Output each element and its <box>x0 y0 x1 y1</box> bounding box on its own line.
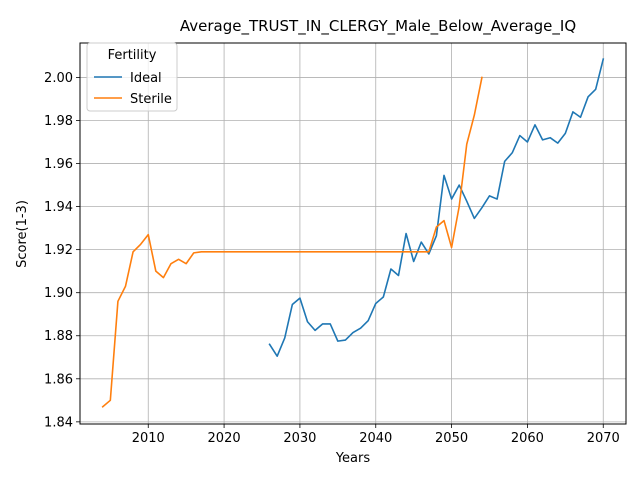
series-line-sterile <box>101 76 483 408</box>
x-tick-label: 2040 <box>359 431 392 446</box>
y-tick-label: 1.96 <box>44 157 73 172</box>
y-axis-title: Score(1-3) <box>15 200 30 268</box>
y-tick-label: 1.94 <box>44 200 73 215</box>
y-tick-label: 1.90 <box>44 286 73 301</box>
grid-lines <box>80 43 626 424</box>
series-line-ideal <box>268 58 605 357</box>
series-layer <box>101 58 605 408</box>
legend: Fertility Ideal Sterile <box>86 42 178 112</box>
x-tick-label: 2050 <box>435 431 468 446</box>
legend-title: Fertility <box>108 48 157 63</box>
y-tick-label: 1.92 <box>44 243 73 258</box>
chart-title: Average_TRUST_IN_CLERGY_Male_Below_Avera… <box>180 17 576 36</box>
x-axis: 2010 2020 2030 2040 2050 2060 2070 <box>132 424 620 446</box>
x-tick-label: 2070 <box>587 431 620 446</box>
x-tick-label: 2010 <box>132 431 165 446</box>
plot-frame <box>79 42 627 425</box>
y-axis: 1.84 1.86 1.88 1.90 1.92 1.94 1.96 1.98 2.00 <box>44 71 80 430</box>
legend-label-sterile: Sterile <box>130 92 172 107</box>
y-tick-label: 1.84 <box>44 415 73 430</box>
y-tick-label: 1.88 <box>44 329 73 344</box>
x-tick-label: 2020 <box>208 431 241 446</box>
y-tick-label: 1.86 <box>44 372 73 387</box>
y-tick-label: 2.00 <box>44 71 73 86</box>
x-axis-title: Years <box>335 451 371 466</box>
x-tick-label: 2030 <box>283 431 316 446</box>
y-tick-label: 1.98 <box>44 114 73 129</box>
legend-box <box>86 42 178 112</box>
legend-label-ideal: Ideal <box>130 71 162 86</box>
x-tick-label: 2060 <box>511 431 544 446</box>
